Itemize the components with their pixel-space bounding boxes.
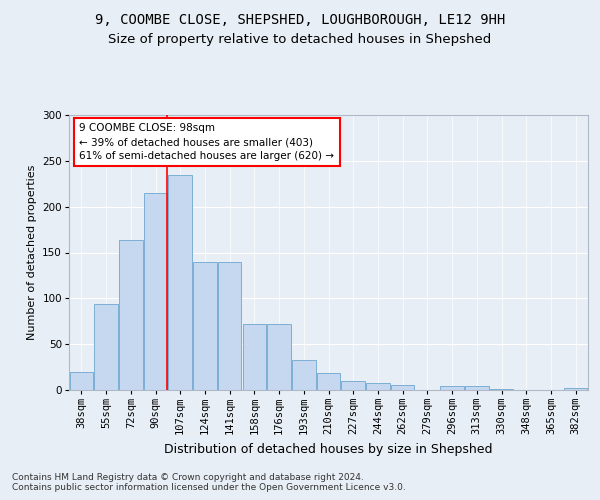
Bar: [440, 386, 464, 390]
Bar: [70, 372, 93, 390]
Text: 9, COOMBE CLOSE, SHEPSHED, LOUGHBOROUGH, LE12 9HH: 9, COOMBE CLOSE, SHEPSHED, LOUGHBOROUGH,…: [95, 12, 505, 26]
Bar: [169, 174, 192, 390]
Bar: [218, 262, 241, 390]
Bar: [94, 304, 118, 390]
Bar: [341, 381, 365, 390]
Bar: [119, 240, 143, 390]
Text: Size of property relative to detached houses in Shepshed: Size of property relative to detached ho…: [109, 32, 491, 46]
Bar: [268, 324, 291, 390]
Bar: [490, 389, 513, 390]
X-axis label: Distribution of detached houses by size in Shepshed: Distribution of detached houses by size …: [164, 443, 493, 456]
Bar: [391, 386, 415, 390]
Bar: [564, 388, 587, 390]
Bar: [144, 193, 167, 390]
Bar: [292, 360, 316, 390]
Text: 9 COOMBE CLOSE: 98sqm
← 39% of detached houses are smaller (403)
61% of semi-det: 9 COOMBE CLOSE: 98sqm ← 39% of detached …: [79, 123, 334, 161]
Bar: [317, 372, 340, 390]
Bar: [242, 324, 266, 390]
Text: Contains HM Land Registry data © Crown copyright and database right 2024.
Contai: Contains HM Land Registry data © Crown c…: [12, 473, 406, 492]
Bar: [366, 382, 389, 390]
Bar: [465, 386, 488, 390]
Y-axis label: Number of detached properties: Number of detached properties: [27, 165, 37, 340]
Bar: [193, 262, 217, 390]
